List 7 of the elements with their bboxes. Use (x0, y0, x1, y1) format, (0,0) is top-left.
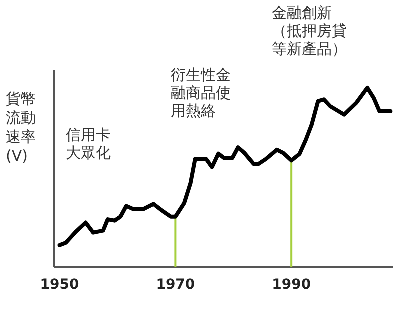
annotation: 衍生性金融商品使用熱絡 (171, 66, 232, 120)
y-axis-title: 貨幣流動速率(V) (6, 90, 37, 166)
text: 金融創新（抵押房貸等新產品） (272, 4, 348, 58)
x-tick-label: 1950 (40, 277, 80, 293)
x-tick-label: 1990 (272, 277, 312, 293)
x-tick-label: 1970 (156, 277, 196, 293)
annotation: 信用卡大眾化 (66, 126, 112, 162)
